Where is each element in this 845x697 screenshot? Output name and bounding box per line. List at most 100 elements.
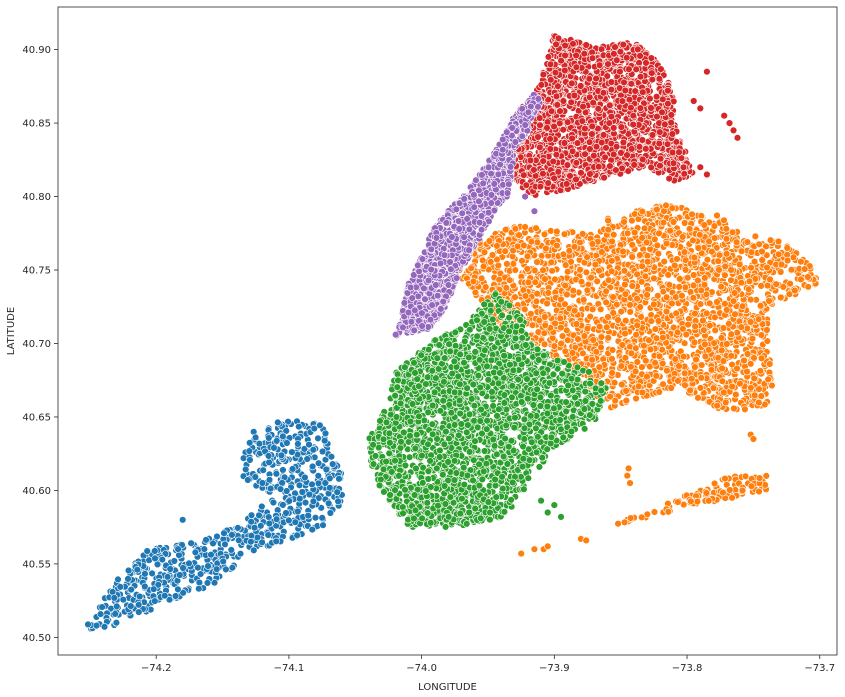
data-point	[622, 396, 630, 405]
data-point	[494, 261, 502, 270]
data-point	[491, 481, 500, 490]
data-point	[748, 335, 757, 343]
data-point	[754, 315, 763, 323]
data-point	[511, 266, 519, 274]
data-point	[737, 279, 745, 287]
data-point	[744, 285, 753, 293]
data-point	[637, 278, 646, 286]
data-point	[730, 404, 738, 413]
data-point	[691, 322, 699, 330]
data-point	[539, 266, 547, 274]
data-point	[298, 488, 306, 496]
data-point	[645, 336, 653, 344]
data-point	[637, 313, 645, 321]
data-point	[727, 330, 735, 338]
data-point	[285, 497, 293, 505]
data-point	[654, 317, 663, 325]
data-point	[696, 300, 705, 308]
data-point	[551, 275, 559, 284]
data-point	[701, 274, 709, 282]
data-point	[743, 238, 752, 246]
data-point	[521, 305, 529, 313]
data-point	[279, 432, 287, 440]
data-point	[264, 531, 272, 539]
data-point	[669, 218, 678, 226]
data-point	[335, 475, 343, 483]
data-point	[756, 367, 765, 375]
data-point	[647, 317, 655, 325]
data-point	[541, 313, 549, 321]
data-point	[465, 508, 473, 517]
data-point	[757, 282, 765, 290]
data-point	[227, 546, 236, 554]
data-point	[588, 240, 597, 248]
data-point	[314, 479, 323, 487]
data-point	[640, 342, 648, 350]
data-point	[114, 575, 122, 584]
data-point	[717, 283, 725, 291]
data-point	[116, 583, 125, 591]
data-point	[250, 523, 259, 532]
data-point	[294, 440, 302, 448]
data-point	[628, 282, 636, 290]
data-point	[727, 276, 735, 284]
data-point	[687, 497, 695, 505]
data-point	[787, 266, 796, 274]
data-point	[543, 542, 552, 550]
data-point	[740, 356, 748, 365]
data-point	[532, 448, 541, 456]
data-point	[691, 363, 699, 371]
data-point	[668, 204, 676, 212]
data-point	[318, 447, 327, 456]
data-point	[746, 318, 755, 326]
data-point	[405, 438, 413, 446]
data-point	[577, 278, 586, 286]
data-point	[588, 305, 597, 313]
data-point	[733, 364, 741, 373]
data-point	[568, 413, 577, 421]
data-point	[569, 287, 577, 295]
data-point	[750, 391, 759, 399]
data-point	[579, 296, 588, 304]
data-point	[713, 298, 721, 306]
data-point	[633, 358, 641, 366]
data-point	[257, 522, 265, 530]
data-point	[563, 290, 571, 299]
data-point	[681, 381, 689, 389]
data-point	[265, 519, 273, 528]
data-point	[617, 362, 625, 370]
data-point	[611, 397, 619, 405]
data-point	[207, 550, 215, 559]
data-point	[301, 473, 309, 482]
data-point	[637, 513, 646, 521]
data-point	[255, 511, 263, 519]
data-point	[533, 258, 541, 266]
data-point	[693, 497, 702, 506]
data-point	[662, 239, 671, 248]
data-point	[718, 364, 726, 373]
data-point	[620, 267, 629, 275]
data-point	[655, 388, 663, 396]
data-point	[675, 283, 683, 291]
points-layer	[84, 32, 820, 633]
data-point	[517, 549, 525, 558]
data-point	[220, 529, 228, 537]
data-point	[304, 511, 312, 520]
data-point	[535, 463, 544, 471]
data-point	[278, 479, 286, 487]
data-point	[288, 448, 296, 456]
data-point	[674, 498, 682, 506]
data-point	[732, 238, 741, 246]
data-point	[654, 250, 663, 258]
data-point	[708, 248, 716, 256]
data-point	[112, 618, 121, 627]
data-point	[658, 346, 666, 354]
data-point	[228, 563, 237, 572]
data-point	[274, 418, 282, 427]
data-point	[557, 323, 565, 332]
data-point	[700, 326, 708, 334]
data-point	[675, 362, 683, 370]
data-point	[127, 585, 135, 594]
data-point	[246, 439, 254, 447]
data-point	[659, 380, 667, 388]
